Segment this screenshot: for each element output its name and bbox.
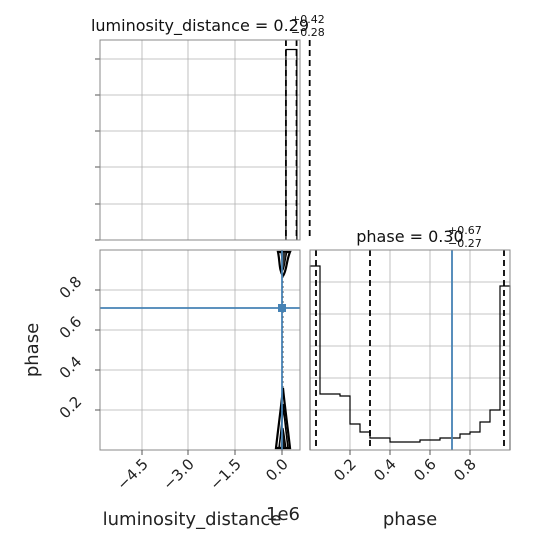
xtick-label: −4.5 xyxy=(113,455,151,493)
xtick-label: −3.0 xyxy=(159,455,197,493)
ld-hist-yticks xyxy=(95,58,100,241)
phase-histogram-panel: 0.2 0.4 0.6 0.8 phase phase = 0.30 +0.67… xyxy=(309,224,511,530)
ytick-label: 0.2 xyxy=(56,393,86,423)
ld-hist-grid xyxy=(100,40,300,240)
phase-title: phase = 0.30 xyxy=(356,227,463,246)
contour-frame xyxy=(99,249,301,451)
phase-hist-marks xyxy=(309,250,511,450)
phase-hist-frame xyxy=(309,249,511,451)
y-axis-label: phase xyxy=(22,323,43,377)
xtick-label: 0.8 xyxy=(450,455,480,485)
xtick-label: 0.6 xyxy=(410,455,440,485)
phase-x-axis-label: phase xyxy=(383,509,437,530)
ytick-label: 0.8 xyxy=(56,273,86,303)
phase-title-upper: +0.67 xyxy=(448,224,482,237)
ld-hist-frame xyxy=(99,39,301,241)
phase-xticks xyxy=(349,450,471,455)
luminosity-distance-histogram-panel: luminosity_distance = 0.29 +0.42 −0.28 xyxy=(91,13,325,241)
phase-title-lower: −0.27 xyxy=(448,237,482,250)
contour-xticks xyxy=(141,450,283,455)
x-offset-label: 1e6 xyxy=(266,504,300,525)
x-axis-label: luminosity_distance xyxy=(103,509,282,530)
ld-title-upper: +0.42 xyxy=(291,13,325,26)
xtick-label: 0.0 xyxy=(262,455,292,485)
xtick-label: 0.2 xyxy=(330,455,360,485)
xtick-label: −1.5 xyxy=(206,455,244,493)
xtick-label: 0.4 xyxy=(370,455,400,485)
ld-title-lower: −0.28 xyxy=(291,26,325,39)
truth-marker xyxy=(278,304,286,312)
ytick-label: 0.6 xyxy=(56,313,86,343)
contour-panel: −4.5 −3.0 −1.5 0.0 1e6 0.2 0.4 0.6 0.8 l… xyxy=(22,249,301,530)
ytick-label: 0.4 xyxy=(56,353,86,383)
ld-title: luminosity_distance = 0.29 xyxy=(91,16,309,36)
contour-yticks xyxy=(95,289,100,411)
ld-hist-marks xyxy=(285,40,311,240)
histogram-step xyxy=(309,265,511,450)
